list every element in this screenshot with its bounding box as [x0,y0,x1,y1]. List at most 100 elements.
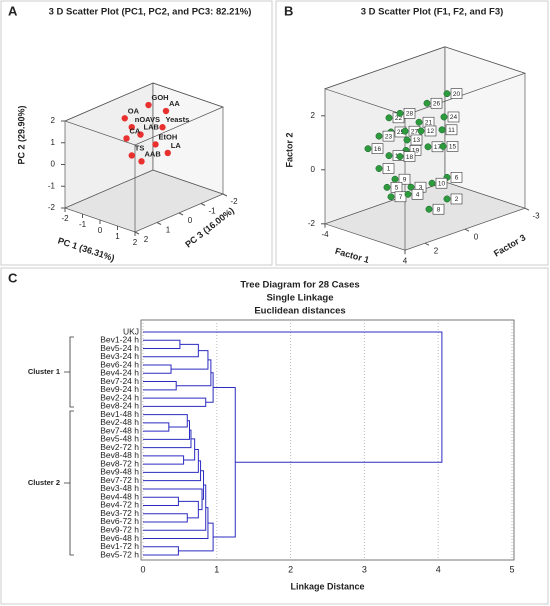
point-label: 18 [406,154,414,161]
x-tick-label: 3 [362,564,367,574]
point [443,195,451,203]
point [401,127,409,135]
point [123,135,130,142]
point [138,158,145,165]
label-box [450,88,463,99]
dendrogram-link [143,343,199,358]
x-tick-label: 1 [214,564,219,574]
leaf-label: Bev3-72 h [100,508,139,518]
cluster-bracket [64,410,74,556]
leaf-label: UKJ [123,326,139,336]
tick [156,222,162,225]
leaf-label: Bev9-72 h [100,524,139,534]
leaf-label: Bev1-48 h [100,409,139,419]
dendrogram-link [143,397,207,407]
dendrogram-link [143,414,188,428]
tick [134,231,140,235]
leaf-label: Bev8-24 h [100,401,139,411]
x-tick-label: 1 [115,232,120,241]
dendrogram-link [143,448,199,473]
label-box [445,124,458,136]
leaf-label: Bev9-48 h [100,467,139,477]
point-label: 1 [387,166,391,173]
leaf-label: Bev5-72 h [100,549,139,559]
point-label: 2 [455,196,459,203]
z-tick-label: -1 [208,207,216,216]
annotation: Cluster 1 [28,367,60,376]
point [364,145,372,153]
point [387,193,395,201]
point [128,152,135,159]
label-box [450,193,463,205]
chart-title: Tree Diagram for 28 Cases [240,280,359,291]
point-label: 9 [403,176,407,183]
tick [424,242,430,246]
point-label: 28 [406,111,414,118]
dendrogram-link [143,496,179,506]
y-tick-label: -1 [48,181,56,190]
x-tick-label: 0 [140,564,145,574]
point-label: 21 [425,119,433,126]
z-tick-label: 1 [166,226,171,235]
point-label: 7 [399,194,403,201]
point-label: 12 [427,128,435,135]
point-label: LA [171,141,182,150]
label-box [435,177,448,189]
leaf-label: Bev2-72 h [100,442,139,452]
dendrogram-link [143,420,190,440]
dendrogram-link [143,364,172,374]
point [152,141,159,148]
axis-title: Factor 3 [492,232,527,258]
point [438,126,446,134]
point [391,175,399,183]
tick [222,193,228,197]
point [440,113,448,121]
label-box [410,134,423,146]
leaf-label: Bev9-24 h [100,384,139,394]
dendrogram-link [205,372,214,403]
label-box [382,163,395,174]
point-label: TS [135,143,145,152]
panel-frame [0,0,273,266]
leaf-label: Bev8-72 h [100,458,139,468]
z-tick-label: 2 [144,235,149,244]
tick [200,203,206,206]
point [162,107,170,115]
point-label: 23 [385,133,393,140]
leaf-label: Bev7-72 h [100,475,139,485]
leaf-label: Bev2-24 h [100,392,139,402]
annotation: Cluster 2 [28,478,60,487]
point-label: AA [169,99,180,108]
dendrogram-link [143,484,207,531]
dendrogram-link [143,429,192,449]
leaf-label: Bev3-24 h [100,351,139,361]
x-tick-label: 4 [436,564,441,574]
y-tick-label: 0 [51,160,56,169]
point-label: 22 [395,115,403,122]
tick [178,212,184,216]
point-label: 5 [395,185,399,192]
dendrogram-link [143,381,177,391]
label-box [411,188,424,200]
leaf-label: Bev4-72 h [100,500,139,510]
x-tick-label: 2 [133,238,138,247]
leaf-label: Bev6-48 h [100,533,139,543]
dendrogram-link [143,546,179,556]
x-tick-label: 5 [509,564,514,574]
point-label: AAB [145,149,162,158]
point-label: 17 [434,144,442,151]
point-label: 24 [450,114,458,121]
leaf-label: Bev7-48 h [100,425,139,435]
panel-frame [275,0,549,266]
z-tick-label: 2 [434,246,439,255]
panel-frame [0,267,549,605]
point [443,90,451,98]
label-box [432,203,445,215]
point-label: nOAVS [135,115,160,124]
point [383,183,391,191]
chart-subtitle: Euclidean distances [254,306,345,317]
point [403,136,411,144]
point [128,124,135,131]
label-box [398,173,411,185]
y-tick-label: 0 [311,165,316,174]
